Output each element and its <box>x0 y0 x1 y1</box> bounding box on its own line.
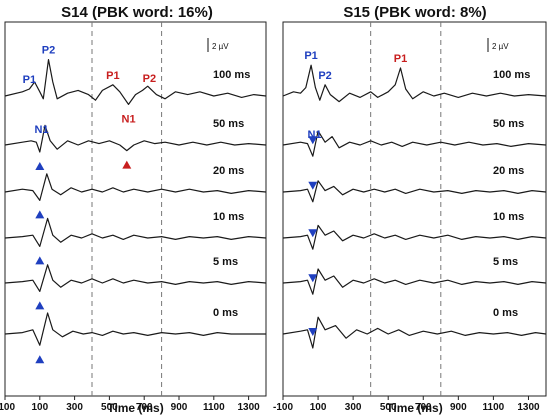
panel-title: S15 (PBK word: 8%) <box>343 4 486 21</box>
condition-label: 20 ms <box>493 165 524 177</box>
peak-label: N1 <box>122 113 136 125</box>
x-tick-label: 100 <box>31 402 48 413</box>
x-tick-label: 300 <box>345 402 362 413</box>
scale-bar-label: 2 µV <box>492 42 509 51</box>
erp-trace <box>282 268 547 295</box>
x-tick-label: 900 <box>171 402 188 413</box>
peak-marker <box>122 160 132 169</box>
x-tick-label: -100 <box>0 402 15 413</box>
erp-trace <box>282 180 547 203</box>
condition-label: 0 ms <box>493 307 518 319</box>
x-tick-label: 300 <box>66 402 83 413</box>
erp-trace <box>4 217 267 247</box>
panel-s14: S14 (PBK word: 16%) 2 µV 100 ms 50 ms 20 ms 1… <box>0 4 267 415</box>
peak-marker <box>308 229 318 238</box>
condition-label: 20 ms <box>213 165 244 177</box>
condition-label: 100 ms <box>493 69 530 81</box>
erp-trace <box>4 312 266 346</box>
erp-trace <box>4 264 267 292</box>
erp-trace <box>282 64 547 103</box>
peak-marker <box>35 256 45 265</box>
condition-label: 10 ms <box>493 211 524 223</box>
peak-marker <box>308 274 318 283</box>
x-tick-label: 500 <box>101 402 118 413</box>
peak-label: P1 <box>23 74 36 86</box>
x-tick-label: -100 <box>273 402 293 413</box>
peak-label: P1 <box>106 70 119 82</box>
x-tick-label: 1300 <box>517 402 540 413</box>
erp-trace <box>282 130 547 157</box>
x-tick-label: 1100 <box>483 402 505 413</box>
peak-label: P1 <box>394 53 407 65</box>
peak-label: P1 <box>304 50 317 62</box>
erp-trace <box>282 316 547 349</box>
peak-label: N1 <box>35 124 49 136</box>
peak-marker <box>35 301 45 310</box>
peak-marker <box>308 181 318 190</box>
condition-label: 10 ms <box>213 211 244 223</box>
peak-marker <box>308 328 318 336</box>
peak-marker <box>35 162 45 170</box>
x-tick-label: 700 <box>415 402 432 413</box>
peak-marker <box>308 136 318 145</box>
peak-marker <box>35 355 45 364</box>
x-axis-label: Time (ms) <box>386 401 442 415</box>
x-axis-label: Time (ms) <box>107 401 163 415</box>
panel-title: S14 (PBK word: 16%) <box>61 4 213 21</box>
condition-label: 5 ms <box>213 256 238 268</box>
erp-trace <box>4 124 267 153</box>
condition-label: 100 ms <box>213 69 250 81</box>
peak-marker <box>35 210 45 219</box>
erp-trace <box>4 59 267 105</box>
peak-label: P2 <box>42 45 55 57</box>
plot-frame <box>4 21 267 397</box>
erp-trace <box>4 173 267 201</box>
scale-bar-label: 2 µV <box>212 42 229 51</box>
x-tick-label: 1300 <box>237 402 260 413</box>
condition-label: 50 ms <box>493 118 524 130</box>
x-tick-label: 700 <box>136 402 153 413</box>
peak-label: P2 <box>143 73 156 85</box>
panel-s15: S15 (PBK word: 8%) 2 µV 100 ms 50 ms 20 ms 10… <box>273 4 547 415</box>
plot-frame <box>282 21 547 397</box>
erp-trace <box>282 224 547 250</box>
x-tick-label: 900 <box>450 402 467 413</box>
x-tick-label: 500 <box>380 402 397 413</box>
x-tick-label: 1100 <box>203 402 225 413</box>
x-tick-label: 100 <box>310 402 327 413</box>
condition-label: 0 ms <box>213 307 238 319</box>
peak-label: P2 <box>318 70 331 82</box>
condition-label: 5 ms <box>493 256 518 268</box>
condition-label: 50 ms <box>213 118 244 130</box>
